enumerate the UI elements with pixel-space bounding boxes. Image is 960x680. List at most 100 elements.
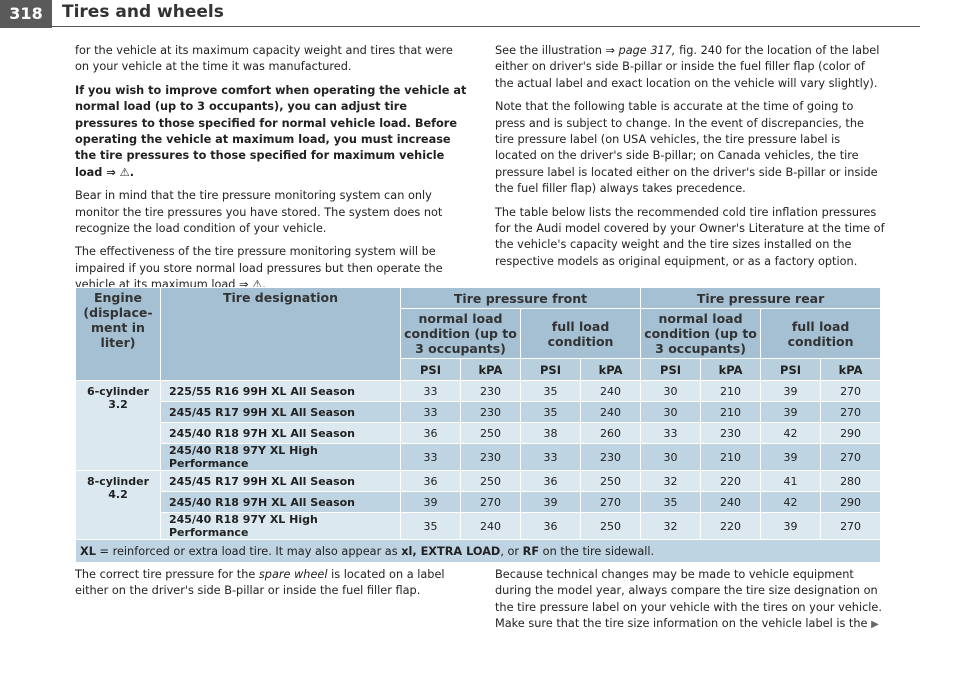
value-cell: 270 (820, 443, 882, 471)
value-cell: 240 (700, 491, 762, 513)
value-cell: 290 (820, 491, 882, 513)
value-cell: 36 (520, 512, 581, 540)
value-cell: 41 (760, 470, 822, 492)
value-cell: 240 (579, 380, 642, 402)
text: spare wheel (258, 568, 328, 581)
value-cell: 270 (820, 380, 882, 402)
paragraph: The table below lists the recommended co… (495, 205, 885, 268)
value-cell: 270 (820, 401, 882, 423)
value-cell: 30 (640, 401, 702, 423)
data-row: 245/40 R18 97Y XL High Performance 35 240 3… (76, 512, 882, 540)
data-row: 245/40 R18 97H XL All Season 36 250 38 260 33… (76, 422, 882, 444)
value-cell: 32 (640, 470, 702, 492)
value-cell: 210 (700, 401, 762, 423)
value-cell: 240 (460, 512, 521, 540)
header-row: normal load condition (up to 3 occupants… (76, 308, 882, 359)
value-cell: 36 (520, 470, 581, 492)
value-cell: 39 (760, 380, 822, 402)
unit-cell: PSI (760, 358, 822, 381)
value-cell: 230 (700, 422, 762, 444)
value-cell: 30 (640, 443, 702, 471)
value-cell: 38 (520, 422, 581, 444)
engine-cell: 8-cylinder 4.2 (75, 470, 161, 540)
value-cell: 33 (400, 443, 461, 471)
header-cell: full load condition (760, 308, 882, 359)
value-cell: 33 (640, 422, 702, 444)
value-cell: 39 (760, 401, 822, 423)
text: Because technical changes may be made to… (495, 568, 882, 631)
tire-cell: 245/45 R17 99H XL All Season (160, 401, 401, 423)
value-cell: 230 (579, 443, 642, 471)
data-row: 245/40 R18 97Y XL High Performance 33 230 3… (76, 443, 882, 471)
page-ref[interactable]: page 317, (618, 44, 676, 57)
paragraph: If you wish to improve comfort when oper… (75, 83, 467, 179)
data-row: 8-cylinder 4.2 245/45 R17 99H XL All Seaso… (75, 470, 882, 540)
value-cell: 35 (520, 380, 581, 402)
paragraph: Bear in mind that the tire pressure moni… (75, 189, 443, 236)
engine-line: 8-cylinder (86, 475, 150, 488)
header-cell: normal load condition (up to 3 occupants… (400, 308, 521, 359)
value-cell: 250 (579, 512, 642, 540)
value-cell: 35 (400, 512, 461, 540)
value-cell: 42 (760, 491, 822, 513)
value-cell: 33 (400, 401, 461, 423)
unit-cell: PSI (640, 358, 702, 381)
unit-cell: PSI (520, 358, 581, 381)
value-cell: 35 (520, 401, 581, 423)
value-cell: 33 (400, 380, 461, 402)
value-cell: 35 (640, 491, 702, 513)
tire-cell: 245/40 R18 97Y XL High Performance (160, 443, 401, 471)
data-row: 245/40 R18 97H XL All Season 39 270 39 270 35… (76, 491, 882, 513)
value-cell: 42 (760, 422, 822, 444)
header-cell: normal load condition (up to 3 occupants… (640, 308, 762, 359)
unit-row: PSI kPA PSI kPA PSI kPA PSI kPA (76, 358, 882, 381)
page-title: Tires and wheels (62, 2, 224, 22)
footnote-text: RF (522, 544, 540, 558)
page-number: 318 (0, 0, 52, 28)
text: fig. 240 for the location of the label e… (495, 44, 880, 90)
paragraph: Note that the following table is accurat… (495, 100, 878, 196)
paragraph: Because technical changes may be made to… (495, 567, 890, 634)
tire-cell: 245/40 R18 97H XL All Season (160, 491, 401, 513)
engine-line: 3.2 (108, 398, 128, 411)
paragraph: for the vehicle at its maximum capacity … (75, 44, 453, 74)
continue-arrow: ▶ (871, 619, 879, 631)
value-cell: 220 (700, 512, 762, 540)
header-cell: full load condition (519, 308, 642, 359)
right-column: See the illustration ⇒ page 317, fig. 24… (495, 43, 885, 277)
tire-table: Engine (displace-ment in liter) Tire desi… (74, 287, 882, 563)
value-cell: 230 (460, 401, 521, 423)
header-cell: Tire pressure front (399, 287, 642, 309)
left-column: for the vehicle at its maximum capacity … (75, 43, 470, 301)
value-cell: 36 (400, 470, 461, 492)
footnote-text: , or (500, 544, 523, 558)
value-cell: 210 (700, 443, 762, 471)
value-cell: 290 (820, 422, 882, 444)
value-cell: 230 (460, 443, 521, 471)
value-cell: 210 (700, 380, 762, 402)
footnote-text: xl, EXTRA LOAD (401, 544, 501, 558)
footnote-row: XL = reinforced or extra load tire. It m… (74, 539, 882, 563)
tire-cell: 245/40 R18 97H XL All Season (160, 422, 401, 444)
tire-cell: 245/45 R17 99H XL All Season (160, 470, 401, 492)
value-cell: 30 (640, 380, 702, 402)
text: See the illustration ⇒ (495, 44, 619, 57)
value-cell: 39 (520, 491, 581, 513)
unit-cell: kPA (460, 358, 521, 381)
data-row: 245/45 R17 99H XL All Season 33 230 35 240 30… (76, 401, 882, 423)
unit-cell: kPA (820, 358, 882, 381)
engine-cell: 6-cylinder 3.2 (75, 380, 161, 471)
value-cell: 270 (460, 491, 521, 513)
value-cell: 240 (579, 401, 642, 423)
header-cell: Tire designation (160, 287, 401, 381)
tire-cell: 225/55 R16 99H XL All Season (160, 380, 401, 402)
value-cell: 280 (820, 470, 882, 492)
text: The correct tire pressure for the (75, 568, 259, 581)
unit-cell: kPA (579, 358, 642, 381)
footnote-text: XL (80, 544, 96, 558)
value-cell: 32 (640, 512, 702, 540)
value-cell: 250 (579, 470, 642, 492)
value-cell: 36 (400, 422, 461, 444)
value-cell: 39 (760, 512, 822, 540)
